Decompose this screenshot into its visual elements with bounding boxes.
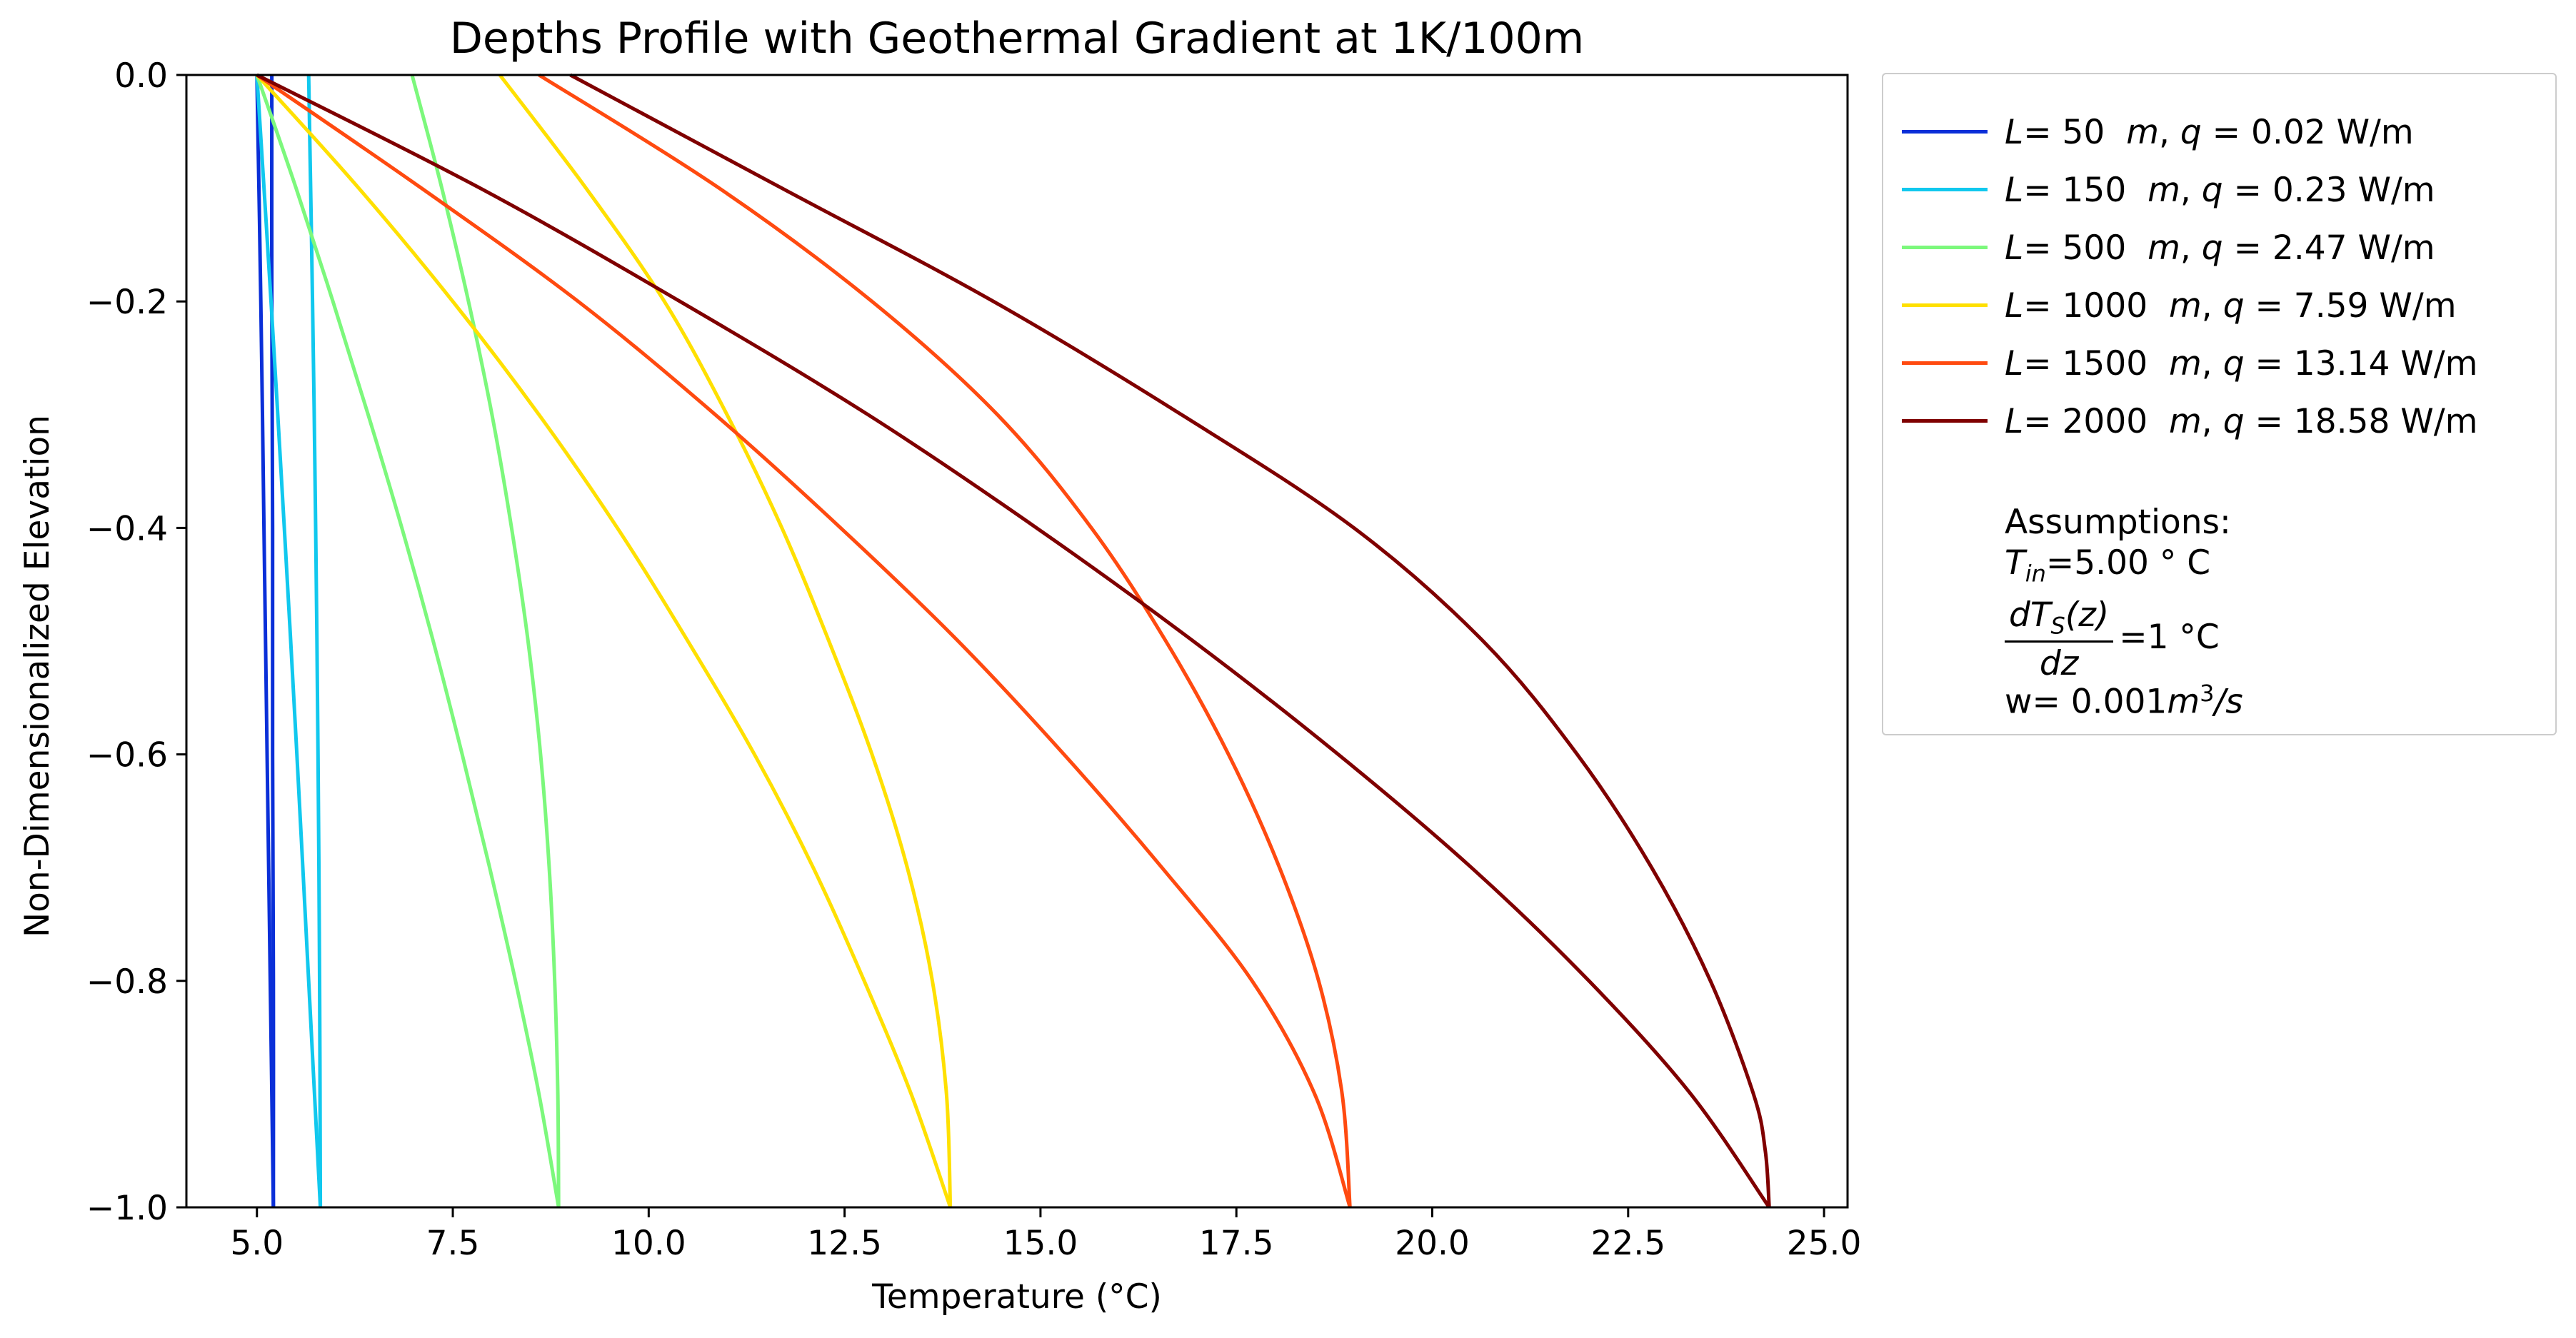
legend-entry: L= 50 m, q = 0.02 W/m bbox=[1883, 103, 2555, 160]
t-in-symbol: Tin bbox=[2005, 543, 2046, 588]
series-line-4-up bbox=[538, 73, 1352, 1208]
x-tick-label: 12.5 bbox=[807, 1224, 882, 1263]
series-line-1-up bbox=[306, 74, 323, 1208]
gradient-fraction: dTS(z) dz bbox=[2005, 595, 2114, 683]
legend-label: L= 2000 m, q = 18.58 W/m bbox=[2005, 402, 2478, 441]
chart-title: Depths Profile with Geothermal Gradient … bbox=[450, 14, 1585, 64]
legend-label: L= 500 m, q = 2.47 W/m bbox=[2005, 228, 2435, 268]
legend-swatch bbox=[1902, 361, 1988, 365]
x-axis-label: Temperature (°C) bbox=[871, 1277, 1162, 1317]
legend-entry: L= 150 m, q = 0.23 W/m bbox=[1883, 161, 2555, 218]
series-layer bbox=[255, 73, 1771, 1209]
flow-exponent: 3 bbox=[2200, 680, 2215, 707]
flow-suffix: /s bbox=[2214, 682, 2243, 722]
legend-label: L= 50 m, q = 0.02 W/m bbox=[2005, 113, 2414, 152]
series-line-2-up bbox=[410, 74, 561, 1208]
legend-swatch bbox=[1902, 246, 1988, 249]
x-tick-label: 7.5 bbox=[426, 1224, 480, 1263]
x-tick-label: 10.0 bbox=[611, 1224, 686, 1263]
series-line-3-up bbox=[498, 74, 953, 1208]
series-line-5-down bbox=[256, 73, 1771, 1209]
assumption-flow-rate: w= 0.001m3/s bbox=[2005, 680, 2243, 722]
y-tick-label: −0.4 bbox=[86, 509, 168, 548]
series-line-1-down bbox=[255, 74, 323, 1208]
legend-swatch bbox=[1902, 303, 1988, 307]
gradient-value: =1 °C bbox=[2119, 618, 2220, 658]
x-tick-label: 15.0 bbox=[1003, 1224, 1078, 1263]
x-tick-label: 17.5 bbox=[1199, 1224, 1274, 1263]
plot-frame bbox=[185, 74, 1849, 1209]
x-tick-label: 20.0 bbox=[1395, 1224, 1470, 1263]
series-line-0-up bbox=[270, 74, 276, 1208]
legend-label: L= 1000 m, q = 7.59 W/m bbox=[2005, 286, 2457, 326]
tick-layer: 5.0 7.5 10.0 12.5 15.0 17.5 20.0 22.5 25.0 0.0 −0.… bbox=[86, 56, 1862, 1263]
x-tick-label: 22.5 bbox=[1590, 1224, 1665, 1263]
legend-label: L= 150 m, q = 0.23 W/m bbox=[2005, 171, 2435, 210]
y-tick-label: −0.2 bbox=[86, 283, 168, 322]
assumption-gradient: dTS(z) dz =1 °C bbox=[2005, 595, 2220, 683]
x-tick-label: 25.0 bbox=[1787, 1224, 1862, 1263]
series-line-0-down bbox=[255, 74, 276, 1208]
y-axis-label: Non-Dimensionalized Elevation bbox=[18, 415, 57, 937]
assumptions-heading: Assumptions: bbox=[2005, 503, 2231, 542]
legend: Assumptions: Tin=5.00 ° C dTS(z) dz =1 °C… bbox=[1882, 73, 2557, 735]
legend-swatch bbox=[1902, 419, 1988, 423]
flow-prefix: w= 0.001 bbox=[2005, 682, 2167, 722]
flow-unit: m bbox=[2167, 682, 2200, 722]
series-line-4-down bbox=[256, 73, 1352, 1208]
x-tick-label: 5.0 bbox=[230, 1224, 284, 1263]
legend-swatch bbox=[1902, 188, 1988, 191]
legend-entry: L= 1500 m, q = 13.14 W/m bbox=[1883, 334, 2555, 391]
y-tick-label: −0.6 bbox=[86, 736, 168, 775]
series-line-3-down bbox=[255, 74, 953, 1208]
t-in-value: =5.00 ° C bbox=[2045, 543, 2211, 583]
series-line-2-down bbox=[255, 74, 561, 1208]
y-tick-label: 0.0 bbox=[114, 56, 168, 96]
y-tick-label: −1.0 bbox=[86, 1189, 168, 1228]
legend-entry: L= 1000 m, q = 7.59 W/m bbox=[1883, 276, 2555, 333]
legend-label: L= 1500 m, q = 13.14 W/m bbox=[2005, 344, 2478, 383]
assumption-inlet-temperature: Tin=5.00 ° C bbox=[2005, 543, 2210, 587]
series-line-5-up bbox=[569, 73, 1771, 1208]
legend-swatch bbox=[1902, 130, 1988, 134]
y-tick-label: −0.8 bbox=[86, 962, 168, 1002]
legend-entry: L= 2000 m, q = 18.58 W/m bbox=[1883, 392, 2555, 449]
legend-entry: L= 500 m, q = 2.47 W/m bbox=[1883, 218, 2555, 276]
